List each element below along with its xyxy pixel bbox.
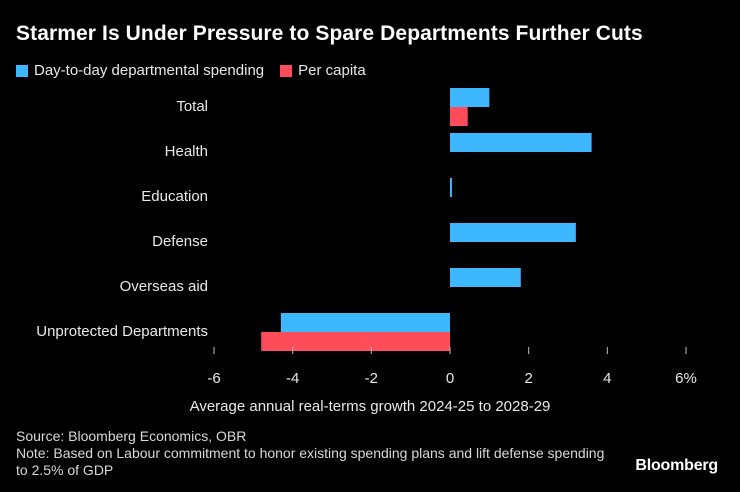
bar-day-to-day <box>450 178 452 197</box>
bar-day-to-day <box>450 268 521 287</box>
x-tick-label: 0 <box>446 370 454 387</box>
bar-day-to-day <box>280 313 450 332</box>
x-tick-label: 4 <box>603 370 611 387</box>
legend-swatch-per-capita <box>280 64 293 77</box>
category-label: Health <box>165 143 208 160</box>
bar-day-to-day <box>450 88 490 107</box>
x-tick-label: 6% <box>675 370 697 387</box>
category-label: Overseas aid <box>120 278 208 295</box>
x-tick-label: -2 <box>365 370 378 387</box>
x-tick-label: 2 <box>524 370 532 387</box>
legend-swatch-day-to-day <box>16 64 28 77</box>
source-text: Source: Bloomberg Economics, OBR <box>16 428 247 444</box>
bar-day-to-day <box>450 223 576 242</box>
legend-item-per-capita: Per capita <box>280 62 366 79</box>
bloomberg-logo: Bloomberg <box>635 457 718 474</box>
legend-label-per-capita: Per capita <box>298 62 366 79</box>
legend-label-day-to-day: Day-to-day departmental spending <box>34 62 265 79</box>
x-tick-label: -4 <box>286 370 299 387</box>
note-text: Note: Based on Labour commitment to hono… <box>16 445 605 478</box>
x-tick-label: -6 <box>207 370 220 387</box>
legend: Day-to-day departmental spending Per cap… <box>16 62 382 79</box>
bar-day-to-day <box>450 133 592 152</box>
category-label: Total <box>176 98 208 115</box>
category-label: Defense <box>152 233 208 250</box>
legend-item-day-to-day: Day-to-day departmental spending <box>16 62 264 79</box>
bar-per-capita <box>450 107 468 126</box>
category-label: Education <box>141 188 208 205</box>
bar-per-capita <box>261 332 450 351</box>
footnotes: Source: Bloomberg Economics, OBR Note: B… <box>16 428 616 479</box>
x-axis-label: Average annual real-terms growth 2024-25… <box>190 398 551 415</box>
category-label: Unprotected Departments <box>36 323 208 340</box>
chart-title: Starmer Is Under Pressure to Spare Depar… <box>16 22 643 45</box>
